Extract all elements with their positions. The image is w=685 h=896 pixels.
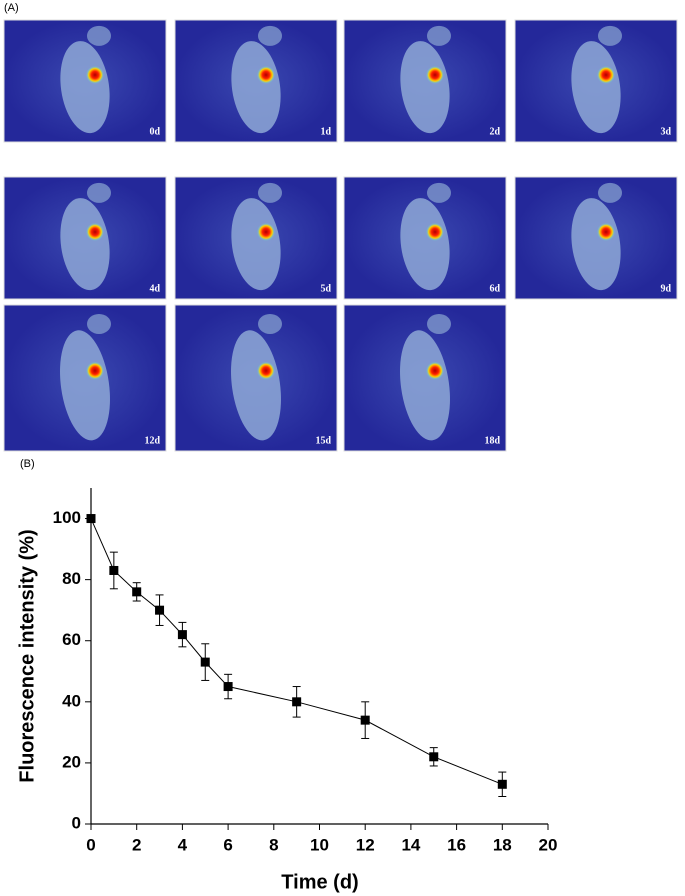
image-label: 9d [660, 283, 671, 294]
mouse-image: 1d [174, 19, 338, 143]
image-label: 0d [149, 126, 160, 137]
fluorescence-spot [86, 65, 104, 84]
mouse-head [258, 313, 282, 334]
mouse-head [258, 182, 282, 203]
mouse-image: 5d [174, 176, 338, 300]
data-point [200, 657, 210, 667]
fluorescence-spot [257, 65, 275, 84]
image-label: 15d [315, 435, 331, 446]
mouse-head [258, 25, 282, 46]
x-tick-label: 2 [132, 835, 141, 854]
mouse-head [87, 182, 111, 203]
y-tick-label: 100 [53, 508, 81, 527]
fluorescence-spot [597, 222, 615, 241]
y-tick-label: 60 [62, 630, 81, 649]
mouse-image: 12d [3, 304, 167, 452]
data-point [223, 682, 233, 692]
data-point [155, 605, 165, 615]
fluorescence-spot [426, 361, 444, 380]
image-label: 4d [149, 283, 160, 294]
mouse-body [571, 198, 621, 291]
mouse-body [400, 330, 450, 441]
fluorescence-spot [426, 65, 444, 84]
mouse-body [231, 198, 281, 291]
mouse-head [427, 25, 451, 46]
image-label: 5d [320, 283, 331, 294]
x-tick-label: 14 [401, 835, 420, 854]
data-point [429, 752, 439, 762]
mouse-image: 6d [343, 176, 507, 300]
mouse-image: 9d [514, 176, 678, 300]
fluorescence-spot [257, 361, 275, 380]
panel-label: (B) [20, 458, 35, 470]
panel-label: (A) [4, 2, 19, 14]
x-tick-label: 8 [269, 835, 278, 854]
x-tick-label: 16 [447, 835, 466, 854]
mouse-head [87, 25, 111, 46]
image-label: 1d [320, 126, 331, 137]
image-label: 6d [489, 283, 500, 294]
mouse-body [60, 41, 110, 134]
data-point [292, 697, 302, 707]
data-point [360, 715, 370, 725]
mouse-body [60, 198, 110, 291]
y-axis-title: Fluorescence intensity (%) [16, 529, 38, 782]
image-label: 12d [144, 435, 160, 446]
x-tick-label: 0 [86, 835, 95, 854]
x-tick-label: 12 [356, 835, 375, 854]
x-tick-label: 10 [310, 835, 329, 854]
y-tick-label: 0 [72, 813, 81, 832]
mouse-image: 2d [343, 19, 507, 143]
data-point [132, 587, 142, 597]
x-tick-label: 6 [223, 835, 232, 854]
fluorescence-spot [86, 222, 104, 241]
mouse-body [400, 41, 450, 134]
mouse-body [571, 41, 621, 134]
fluorescence-spot [257, 222, 275, 241]
mouse-head [427, 182, 451, 203]
mouse-body [231, 41, 281, 134]
mouse-head [598, 25, 622, 46]
fluorescence-spot [426, 222, 444, 241]
mouse-image: 18d [343, 304, 507, 452]
mouse-head [427, 313, 451, 334]
image-label: 18d [484, 435, 500, 446]
x-axis-title: Time (d) [281, 871, 358, 893]
data-point [177, 630, 187, 640]
fluorescence-spot [597, 65, 615, 84]
data-line [90, 518, 503, 785]
mouse-image: 4d [3, 176, 167, 300]
fluorescence-spot [86, 361, 104, 380]
x-tick-label: 20 [539, 835, 558, 854]
data-point [497, 779, 507, 789]
mouse-image: 15d [174, 304, 338, 452]
mouse-head [87, 313, 111, 334]
mouse-body [60, 330, 110, 441]
x-tick-label: 18 [493, 835, 512, 854]
mouse-body [231, 330, 281, 441]
image-label: 3d [660, 126, 671, 137]
y-tick-label: 20 [62, 752, 81, 771]
y-tick-label: 80 [62, 569, 81, 588]
mouse-head [598, 182, 622, 203]
mouse-image: 3d [514, 19, 678, 143]
y-tick-label: 40 [62, 691, 81, 710]
mouse-image: 0d [3, 19, 167, 143]
data-point [109, 565, 119, 575]
x-tick-label: 4 [178, 835, 188, 854]
image-label: 2d [489, 126, 500, 137]
mouse-body [400, 198, 450, 291]
data-point [86, 514, 96, 524]
